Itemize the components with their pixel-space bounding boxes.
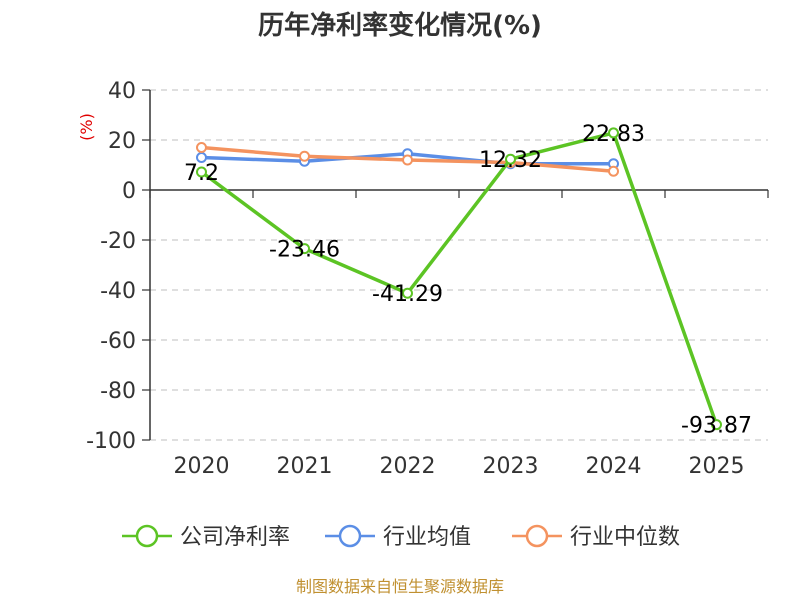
y-tick-label: -60 — [100, 329, 136, 354]
series-0 — [196, 127, 722, 431]
y-tick-label: 20 — [108, 129, 136, 154]
data-label: -41.29 — [372, 282, 443, 307]
legend-marker — [525, 524, 549, 548]
legend-label: 行业均值 — [383, 525, 471, 550]
x-tick-label: 2022 — [380, 454, 436, 479]
grid-lines — [150, 89, 768, 441]
y-axis-unit-label: (%) — [77, 113, 96, 141]
x-tick-label: 2025 — [689, 454, 745, 479]
y-tick-label: 0 — [122, 179, 136, 204]
data-label: 7.2 — [184, 161, 219, 186]
x-tick-label: 2023 — [483, 454, 539, 479]
data-point[interactable] — [299, 150, 310, 162]
y-axis-ticks: 40 20 0 -20 -40 -60 -80 -100 — [86, 79, 136, 454]
axes — [142, 89, 769, 441]
x-tick-label: 2024 — [586, 454, 642, 479]
data-point[interactable] — [711, 419, 722, 431]
series-line — [200, 131, 719, 426]
data-label: -23.46 — [269, 238, 340, 263]
data-point[interactable] — [608, 127, 619, 139]
legend-item[interactable]: 行业中位数 — [512, 524, 680, 550]
legend-marker — [135, 524, 159, 548]
data-point[interactable] — [196, 142, 207, 153]
x-tick-label: 2021 — [277, 454, 333, 479]
data-point[interactable] — [196, 166, 207, 178]
source-note: 制图数据来自恒生聚源数据库 — [296, 577, 504, 596]
data-label: 22.83 — [582, 122, 645, 147]
data-label: -93.87 — [681, 414, 752, 439]
data-point[interactable] — [402, 287, 413, 299]
legend-item[interactable]: 行业均值 — [325, 524, 471, 550]
legend-label: 公司净利率 — [180, 525, 290, 550]
x-axis-ticks: 2020 2021 2022 2023 2024 2025 — [174, 454, 745, 479]
data-point[interactable] — [299, 243, 310, 255]
y-tick-label: -80 — [100, 379, 136, 404]
legend-label: 行业中位数 — [570, 525, 680, 550]
legend-marker — [338, 524, 362, 548]
data-point[interactable] — [505, 153, 516, 165]
legend[interactable]: 公司净利率 行业均值 行业中位数 — [122, 524, 680, 550]
chart-title: 历年净利率变化情况(%) — [258, 10, 542, 41]
y-tick-label: 40 — [108, 79, 136, 104]
data-label: 12.32 — [479, 148, 542, 173]
y-tick-label: -20 — [100, 229, 136, 254]
data-point[interactable] — [402, 154, 413, 166]
y-tick-label: -100 — [86, 429, 136, 454]
data-point[interactable] — [608, 165, 619, 177]
legend-item[interactable]: 公司净利率 — [122, 524, 290, 550]
data-labels: 7.2 -23.46 -41.29 12.32 22.83 -93.87 — [184, 122, 752, 439]
series-layer — [196, 127, 722, 431]
y-tick-label: -40 — [100, 279, 136, 304]
x-tick-label: 2020 — [174, 454, 230, 479]
